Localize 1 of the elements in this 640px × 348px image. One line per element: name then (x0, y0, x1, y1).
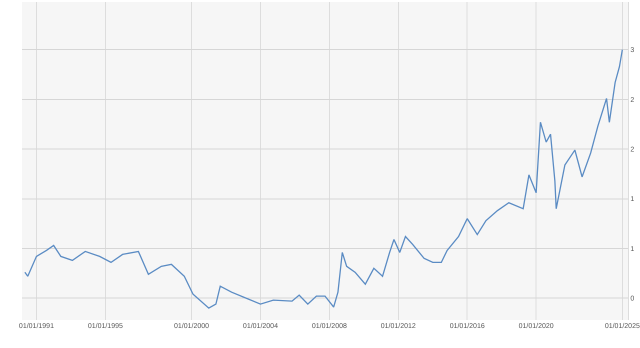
line-series (24, 49, 623, 309)
